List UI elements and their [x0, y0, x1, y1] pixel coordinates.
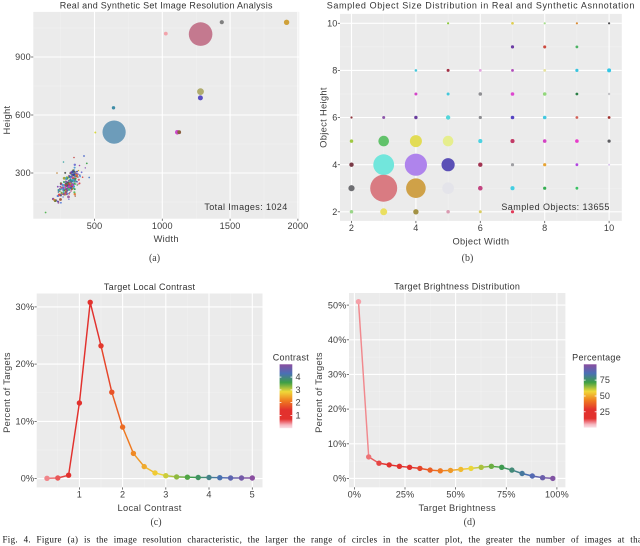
- svg-text:500: 500: [87, 221, 103, 231]
- svg-text:Contrast: Contrast: [273, 353, 309, 363]
- svg-text:10: 10: [327, 18, 337, 28]
- svg-text:30%: 30%: [328, 370, 347, 380]
- svg-text:6: 6: [332, 113, 337, 123]
- svg-text:2: 2: [120, 490, 125, 500]
- svg-text:4: 4: [413, 223, 418, 233]
- svg-text:20%: 20%: [328, 404, 347, 414]
- svg-text:0%: 0%: [21, 474, 34, 484]
- svg-text:Object Width: Object Width: [452, 236, 509, 246]
- svg-text:4: 4: [206, 490, 211, 500]
- svg-text:100%: 100%: [545, 490, 569, 500]
- svg-text:4: 4: [296, 372, 301, 382]
- svg-text:(a): (a): [149, 253, 160, 264]
- svg-text:Local Contrast: Local Contrast: [118, 503, 182, 513]
- svg-text:Target Brightness Distribution: Target Brightness Distribution: [394, 282, 520, 292]
- svg-text:1: 1: [296, 411, 301, 421]
- svg-text:2000: 2000: [287, 221, 308, 231]
- svg-text:Target Local Contrast: Target Local Contrast: [104, 282, 196, 292]
- svg-text:4: 4: [332, 160, 337, 170]
- svg-text:3: 3: [296, 385, 301, 395]
- svg-text:50: 50: [600, 391, 610, 401]
- svg-text:8: 8: [542, 223, 547, 233]
- svg-text:0%: 0%: [348, 490, 361, 500]
- svg-text:5: 5: [250, 490, 255, 500]
- svg-text:Object Height: Object Height: [318, 87, 329, 148]
- svg-text:600: 600: [15, 110, 31, 120]
- svg-text:Total Images: 1024: Total Images: 1024: [204, 202, 287, 212]
- svg-text:Width: Width: [154, 234, 179, 244]
- svg-text:Percent of Targets: Percent of Targets: [2, 352, 12, 433]
- svg-text:2: 2: [349, 223, 354, 233]
- svg-text:8: 8: [332, 66, 337, 76]
- svg-text:75%: 75%: [497, 490, 516, 500]
- svg-text:10%: 10%: [16, 416, 35, 426]
- svg-text:(b): (b): [462, 253, 474, 264]
- svg-text:1000: 1000: [152, 221, 173, 231]
- svg-text:Percent of Targets: Percent of Targets: [314, 352, 324, 433]
- svg-text:900: 900: [15, 52, 31, 62]
- svg-text:50%: 50%: [328, 300, 347, 310]
- svg-text:(d): (d): [464, 517, 476, 528]
- svg-text:20%: 20%: [16, 359, 35, 369]
- svg-text:Percentage: Percentage: [572, 353, 621, 363]
- svg-text:2: 2: [296, 398, 301, 408]
- svg-text:10: 10: [604, 223, 614, 233]
- svg-text:75: 75: [600, 375, 610, 385]
- svg-text:Sampled Object Size Distributi: Sampled Object Size Distribution in Real…: [327, 0, 635, 10]
- svg-text:3: 3: [163, 490, 168, 500]
- svg-text:50%: 50%: [446, 490, 465, 500]
- svg-text:300: 300: [15, 168, 31, 178]
- svg-text:2: 2: [332, 207, 337, 217]
- svg-text:Target Brightness: Target Brightness: [418, 503, 495, 513]
- svg-text:Real and Synthetic Set Image R: Real and Synthetic Set Image Resolution …: [60, 0, 273, 10]
- svg-text:25%: 25%: [396, 490, 415, 500]
- svg-text:1500: 1500: [220, 221, 241, 231]
- svg-text:25: 25: [600, 407, 610, 417]
- svg-text:Height: Height: [1, 105, 12, 134]
- svg-text:30%: 30%: [16, 302, 35, 312]
- svg-text:Fig. 4. Figure (a) is the im: Fig. 4. Figure (a) is the image resoluti…: [3, 535, 640, 545]
- svg-text:0%: 0%: [333, 474, 346, 484]
- svg-text:10%: 10%: [328, 439, 347, 449]
- svg-text:1: 1: [77, 490, 82, 500]
- svg-text:(c): (c): [150, 517, 161, 528]
- svg-text:Sampled Objects: 13655: Sampled Objects: 13655: [501, 202, 609, 212]
- svg-text:6: 6: [478, 223, 483, 233]
- svg-text:40%: 40%: [328, 335, 347, 345]
